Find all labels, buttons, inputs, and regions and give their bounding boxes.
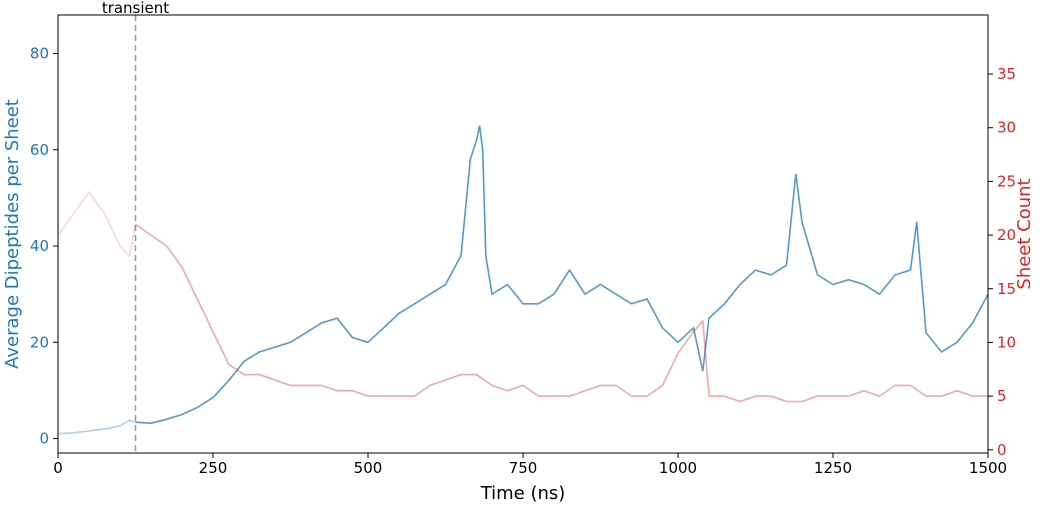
- y-tick-label-right: 15: [997, 280, 1016, 298]
- x-tick-label: 500: [354, 459, 383, 477]
- y-axis-label-right: Sheet Count: [1014, 178, 1035, 289]
- sheet-count-line: [135, 223, 988, 403]
- y-tick-label-right: 10: [997, 333, 1016, 351]
- x-tick-label: 0: [53, 459, 63, 477]
- right-series: [57, 190, 988, 403]
- y-tick-label-right: 0: [997, 441, 1007, 459]
- x-tick-label: 750: [509, 459, 538, 477]
- x-tick-label: 250: [199, 459, 228, 477]
- y-axis-label-left: Average Dipeptides per Sheet: [2, 99, 23, 369]
- y-tick-label-left: 40: [30, 237, 49, 255]
- y-tick-label-right: 20: [997, 226, 1016, 244]
- y-tick-label-right: 25: [997, 172, 1016, 190]
- sheet-count-line-transient: [57, 190, 137, 259]
- y-tick-label-left: 60: [30, 141, 49, 159]
- y-tick-label-left: 80: [30, 45, 49, 63]
- y-tick-label-right: 30: [997, 119, 1016, 137]
- axes-layer: 0 250 500 750 1000 1250 1500020406080051015202…: [30, 14, 1016, 477]
- y-tick-label-left: 0: [39, 430, 49, 448]
- x-axis-label: Time (ns): [480, 483, 566, 504]
- x-tick-label: 1500: [969, 459, 1007, 477]
- left-series: [57, 125, 989, 435]
- y-tick-label-right: 35: [997, 65, 1016, 83]
- plot-area: [58, 15, 988, 453]
- avg-dipeptides-line: [135, 125, 989, 425]
- annotation-layer: transient: [102, 0, 169, 453]
- x-tick-label: 1250: [814, 459, 852, 477]
- transient-annotation-label: transient: [102, 0, 169, 17]
- y-tick-label-left: 20: [30, 333, 49, 351]
- plot-background: [58, 15, 988, 453]
- x-tick-label: 1000: [659, 459, 697, 477]
- y-tick-label-right: 5: [997, 387, 1007, 405]
- avg-dipeptides-line-transient: [57, 419, 136, 435]
